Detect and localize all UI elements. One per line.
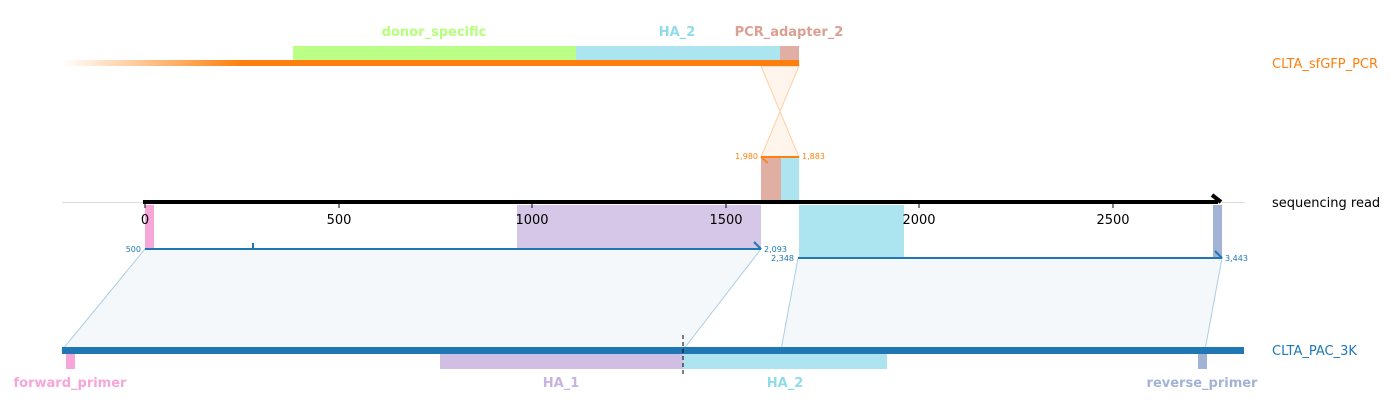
top-track-label: CLTA_sfGFP_PCR bbox=[1272, 57, 1378, 72]
bottom-feature-label-ha2: HA_2 bbox=[767, 376, 804, 391]
bottom-feature-reverse-primer bbox=[1198, 353, 1207, 369]
read-feature-pcr-adapter bbox=[761, 157, 781, 202]
inverted-match-shade bbox=[760, 65, 800, 158]
alignment-segment-1-arrow bbox=[753, 241, 762, 250]
axis-tick-label: 1000 bbox=[515, 213, 548, 228]
coord-seg1-start: 500 bbox=[126, 245, 141, 254]
read-feature-ha2-small bbox=[781, 157, 799, 202]
read-direction-arrow bbox=[1210, 193, 1223, 204]
bottom-track-line bbox=[62, 347, 1244, 354]
alignment-segment-2-arrow bbox=[1214, 250, 1223, 259]
bottom-track-label: CLTA_PAC_3K bbox=[1272, 344, 1357, 359]
axis-tick-label: 500 bbox=[327, 213, 352, 228]
read-track-label: sequencing read bbox=[1272, 196, 1380, 211]
axis-tick-label: 2500 bbox=[1096, 213, 1129, 228]
bottom-feature-forward-primer bbox=[66, 353, 75, 369]
coord-seg2-end: 3,443 bbox=[1225, 254, 1248, 263]
read-feature-ha1 bbox=[517, 205, 761, 249]
top-track-line bbox=[242, 60, 799, 66]
axis-tick-label: 1500 bbox=[709, 213, 742, 228]
axis-tick-label: 0 bbox=[141, 213, 149, 228]
bottom-feature-label-ha1: HA_1 bbox=[543, 376, 580, 391]
read-feature-ha2 bbox=[799, 205, 904, 258]
coord-seg1-end: 2,093 bbox=[764, 245, 787, 254]
axis-ticks: 0 500 1000 1500 2000 2500 bbox=[141, 202, 1130, 228]
coord-seg2-start: 2,348 bbox=[771, 254, 794, 263]
top-feature-label-pcr-adapter: PCR_adapter_2 bbox=[735, 25, 844, 40]
top-track-line-fade bbox=[62, 60, 242, 66]
read-feature-forward-primer bbox=[145, 205, 154, 249]
bottom-feature-ha2 bbox=[683, 353, 887, 369]
coord-top-right: 1,883 bbox=[802, 152, 825, 161]
read-feature-reverse-primer bbox=[1213, 205, 1222, 258]
bottom-feature-label-reverse-primer: reverse_primer bbox=[1147, 376, 1259, 391]
axis-tick-label: 2000 bbox=[902, 213, 935, 228]
mapping-shade-1 bbox=[60, 248, 763, 351]
top-feature-ha2 bbox=[576, 46, 780, 61]
inverted-segment-arrow bbox=[760, 156, 769, 164]
coord-top-left: 1,980 bbox=[735, 152, 758, 161]
top-feature-label-ha2: HA_2 bbox=[659, 25, 696, 40]
top-feature-pcr-adapter bbox=[780, 46, 799, 61]
bottom-feature-ha1 bbox=[440, 353, 683, 369]
top-feature-label-donor-specific: donor_specific bbox=[382, 25, 487, 40]
bottom-feature-label-forward-primer: forward_primer bbox=[14, 376, 128, 391]
top-feature-donor-specific bbox=[293, 46, 576, 61]
mapping-shade-2 bbox=[780, 257, 1223, 351]
